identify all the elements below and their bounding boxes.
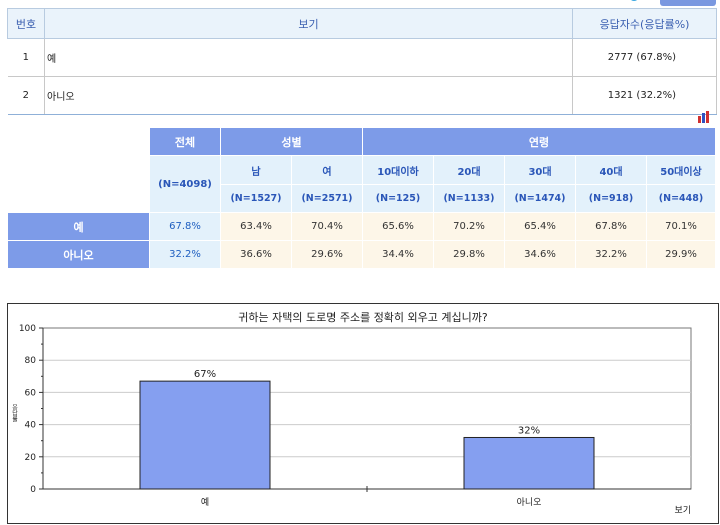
y-tick-label: 0 xyxy=(30,485,36,495)
header-number: 번호 xyxy=(7,8,45,39)
row-label-no: 아니오 xyxy=(7,240,150,269)
cell: 34.4% xyxy=(362,240,434,269)
n-age-30: (N=1474) xyxy=(504,184,576,213)
row-number: 1 xyxy=(7,38,45,77)
cell-total: 67.8% xyxy=(149,212,221,241)
bar xyxy=(463,436,595,490)
row-count: 2777 (67.8%) xyxy=(572,38,717,77)
col-age-30: 30대 xyxy=(504,155,576,185)
cell: 29.9% xyxy=(646,240,716,269)
data-label: 32% xyxy=(518,425,540,436)
cell: 36.6% xyxy=(220,240,292,269)
cell: 32.2% xyxy=(575,240,647,269)
cell: 70.1% xyxy=(646,212,716,241)
col-age-20: 20대 xyxy=(433,155,505,185)
table-row: 1 예 2777 (67.8%) xyxy=(7,38,717,77)
y-tick-label: 100 xyxy=(19,324,36,334)
header-count: 응답자수(응답률%) xyxy=(572,8,717,39)
n-age-20: (N=1133) xyxy=(433,184,505,213)
bar-chart-icon[interactable] xyxy=(697,111,711,123)
cell: 29.6% xyxy=(291,240,363,269)
data-label: 67% xyxy=(194,369,216,380)
refresh-icon[interactable] xyxy=(612,0,652,6)
group-age: 연령 xyxy=(362,127,716,156)
cell: 67.8% xyxy=(575,212,647,241)
y-tick-label: 20 xyxy=(25,453,37,463)
cell-total: 32.2% xyxy=(149,240,221,269)
n-male: (N=1527) xyxy=(220,184,292,213)
cross-table: 전체 성별 연령 (N=4098) 남 여 10대이하 20대 30대 40대 … xyxy=(7,127,716,269)
cell: 63.4% xyxy=(220,212,292,241)
y-tick-label: 40 xyxy=(25,421,37,431)
n-age-10: (N=125) xyxy=(362,184,434,213)
row-option: 아니오 xyxy=(44,76,573,115)
total-n: (N=4098) xyxy=(149,155,221,213)
n-age-50: (N=448) xyxy=(646,184,716,213)
x-axis-label: 보기 xyxy=(674,505,691,516)
header-option: 보기 xyxy=(44,8,573,39)
col-age-40: 40대 xyxy=(575,155,647,185)
answers-table: 번호 보기 응답자수(응답률%) 1 예 2777 (67.8%) 2 아니오 … xyxy=(7,8,717,115)
row-option: 예 xyxy=(44,38,573,77)
top-toolbar xyxy=(0,0,720,8)
x-tick-label: 예 xyxy=(201,497,209,508)
cell: 65.4% xyxy=(504,212,576,241)
row-count: 1321 (32.2%) xyxy=(572,76,717,115)
total-header: 전체 xyxy=(149,127,221,156)
n-female: (N=2571) xyxy=(291,184,363,213)
cell: 65.6% xyxy=(362,212,434,241)
col-female: 여 xyxy=(291,155,363,185)
y-tick-label: 80 xyxy=(25,356,37,366)
table-row: 2 아니오 1321 (32.2%) xyxy=(7,76,717,115)
cell: 29.8% xyxy=(433,240,505,269)
chart-title: 귀하는 자택의 도로명 주소를 정확히 외우고 계십니까? xyxy=(238,311,488,324)
bar xyxy=(139,380,271,490)
row-label-yes: 예 xyxy=(7,212,150,241)
n-age-40: (N=918) xyxy=(575,184,647,213)
cell: 34.6% xyxy=(504,240,576,269)
cell: 70.2% xyxy=(433,212,505,241)
table-row: 예 67.8% 63.4% 70.4% 65.6% 70.2% 65.4% 67… xyxy=(7,212,716,241)
x-tick-label: 아니오 xyxy=(517,497,542,508)
row-number: 2 xyxy=(7,76,45,115)
y-axis-label: 응답률 xyxy=(11,404,18,422)
col-age-10: 10대이하 xyxy=(362,155,434,185)
table-row: 아니오 32.2% 36.6% 29.6% 34.4% 29.8% 34.6% … xyxy=(7,240,716,269)
group-gender: 성별 xyxy=(220,127,363,156)
bar-chart: 귀하는 자택의 도로명 주소를 정확히 외우고 계십니까? 0 20 40 60 80 1… xyxy=(7,303,719,524)
y-tick-label: 60 xyxy=(25,388,37,398)
toolbar-button[interactable] xyxy=(660,0,716,6)
cell: 70.4% xyxy=(291,212,363,241)
col-age-50: 50대이상 xyxy=(646,155,716,185)
col-male: 남 xyxy=(220,155,292,185)
